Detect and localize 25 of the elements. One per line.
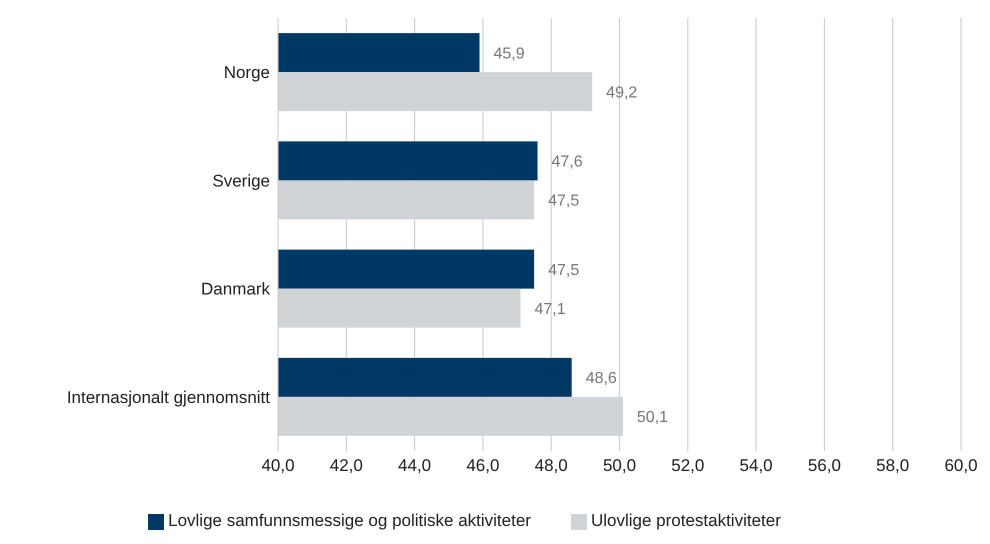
x-tick-label: 52,0 <box>671 456 704 476</box>
y-tick-label: Norge <box>224 63 270 82</box>
x-tick-label: 44,0 <box>398 456 432 476</box>
legend-label: Lovlige samfunnsmessige og politiske aktiviteter <box>168 511 531 530</box>
x-tick-label: 56,0 <box>808 456 841 476</box>
data-label: 50,1 <box>636 409 668 426</box>
x-tick-label: 42,0 <box>330 456 363 476</box>
legend-label: Ulovlige protestaktiviteter <box>590 511 781 530</box>
y-tick-label: Danmark <box>201 280 270 299</box>
y-tick-label: Sverige <box>212 171 270 190</box>
data-label: 49,2 <box>606 84 638 102</box>
data-label: 47,5 <box>548 262 580 279</box>
x-tick-label: 58,0 <box>876 456 910 476</box>
x-tick-label: 46,0 <box>466 456 500 476</box>
x-tick-label: 54,0 <box>740 456 773 476</box>
data-label: 47,5 <box>548 192 580 210</box>
x-tick-label: 50,0 <box>602 456 636 476</box>
x-tick-label: 48,0 <box>534 456 568 476</box>
y-tick-label: Internasjonalt gjennomsnitt <box>66 388 270 407</box>
data-label: 45,9 <box>493 45 525 62</box>
data-label: 48,6 <box>586 370 617 388</box>
x-tick-label: 60,0 <box>944 456 978 476</box>
x-tick-label: 40,0 <box>261 456 295 476</box>
data-label: 47,6 <box>552 154 583 171</box>
data-label: 47,1 <box>534 300 566 318</box>
